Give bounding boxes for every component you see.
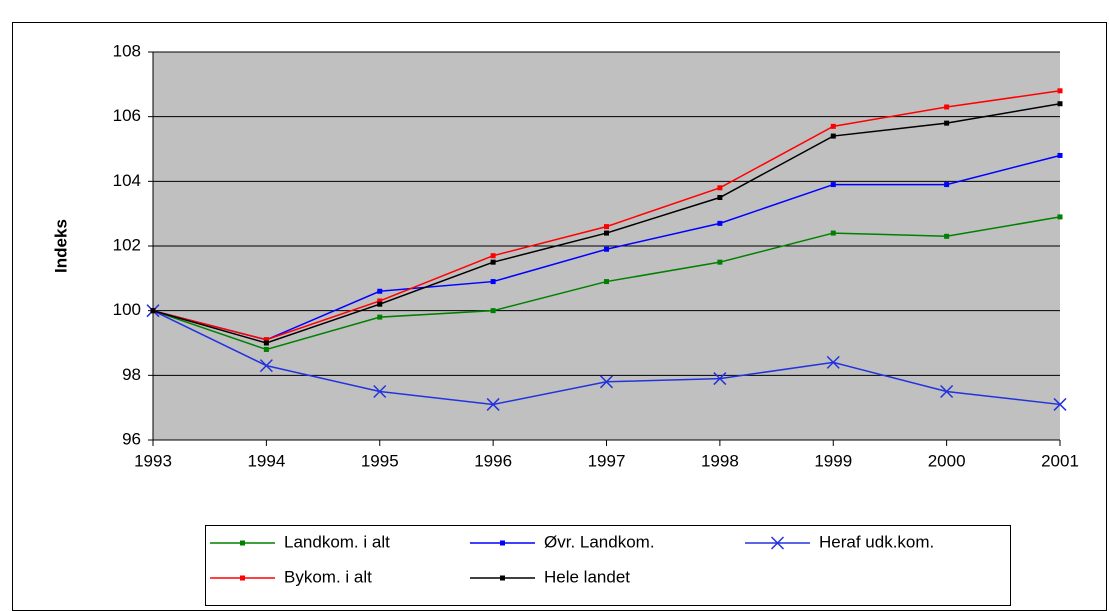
y-tick-label: 106 <box>113 106 141 125</box>
x-tick-label: 1998 <box>701 451 739 470</box>
point <box>1057 152 1063 158</box>
x-tick-label: 2000 <box>928 451 966 470</box>
point <box>486 397 500 411</box>
point <box>150 308 156 314</box>
point <box>717 185 723 191</box>
legend-label: Heraf udk.kom. <box>819 532 934 551</box>
point <box>944 182 950 188</box>
point <box>713 372 727 386</box>
legend-label: Landkom. i alt <box>284 532 390 551</box>
point <box>830 230 836 236</box>
point <box>830 182 836 188</box>
point <box>940 384 954 399</box>
x-tick-label: 1997 <box>588 451 626 470</box>
point <box>1057 214 1063 220</box>
point <box>490 259 496 265</box>
point <box>944 104 950 110</box>
point <box>599 375 614 389</box>
y-axis-label: Indeks <box>51 219 70 273</box>
point <box>604 246 609 252</box>
point <box>717 195 723 200</box>
point <box>604 224 609 230</box>
legend-label: Hele landet <box>544 567 630 586</box>
point <box>263 346 269 352</box>
point <box>1057 88 1063 94</box>
point <box>377 301 383 307</box>
point <box>377 314 383 320</box>
x-tick-label: 2001 <box>1041 451 1079 470</box>
x-tick-label: 1996 <box>474 451 512 470</box>
point <box>830 123 836 129</box>
point <box>717 220 723 226</box>
point <box>490 253 496 259</box>
x-tick-label: 1993 <box>134 451 172 470</box>
x-tick-label: 1995 <box>361 451 399 470</box>
point <box>1053 397 1067 411</box>
legend-box <box>205 525 1011 606</box>
x-tick-label: 1999 <box>814 451 852 470</box>
y-tick-label: 100 <box>113 300 141 319</box>
y-tick-label: 102 <box>113 235 141 254</box>
point <box>377 298 383 304</box>
legend-label: Bykom. i alt <box>284 567 372 586</box>
point <box>944 233 950 239</box>
x-tick-label: 1994 <box>247 451 285 470</box>
point <box>604 230 609 236</box>
y-tick-label: 98 <box>122 365 141 384</box>
point <box>373 384 387 399</box>
y-tick-label: 108 <box>113 41 141 60</box>
point <box>263 340 269 346</box>
point <box>377 288 383 294</box>
point <box>259 359 273 373</box>
point <box>490 308 496 314</box>
point <box>490 279 496 285</box>
point <box>830 133 836 139</box>
legend-label: Øvr. Landkom. <box>544 532 655 551</box>
point <box>717 259 723 265</box>
point <box>826 355 840 369</box>
point <box>1057 101 1063 107</box>
legend-marker <box>500 540 505 546</box>
legend-marker <box>770 536 785 550</box>
y-tick-label: 96 <box>122 429 141 448</box>
legend-marker <box>500 575 505 581</box>
point <box>604 279 609 285</box>
point <box>263 337 269 343</box>
legend-marker <box>240 540 245 546</box>
y-tick-label: 104 <box>113 171 141 190</box>
legend-marker <box>240 575 245 581</box>
point <box>944 120 950 126</box>
